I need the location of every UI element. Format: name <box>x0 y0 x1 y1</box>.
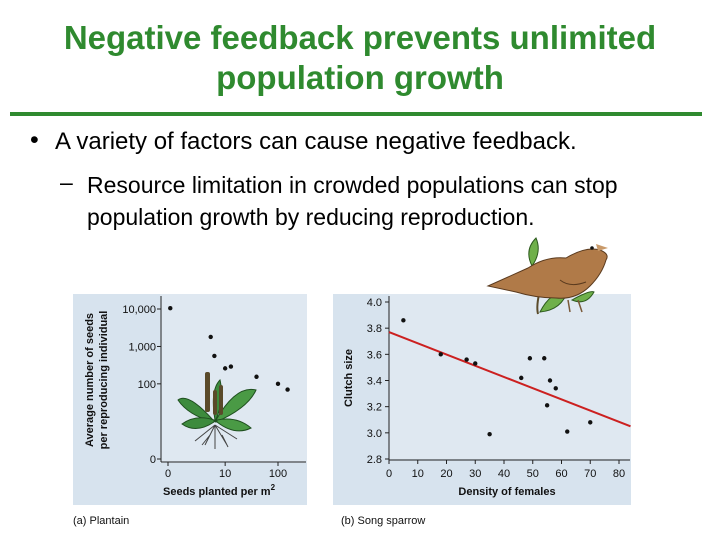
sparrow-ytick-label: 3.8 <box>367 323 382 335</box>
sub-bullet-text: Resource limitation in crowded populatio… <box>87 172 618 230</box>
sparrow-xtick-label: 80 <box>613 468 625 480</box>
bullet-text: A variety of factors can cause negative … <box>55 128 577 155</box>
sparrow-xtick-label: 40 <box>498 468 510 480</box>
sparrow-data-point <box>464 357 469 362</box>
plantain-data-point <box>228 364 234 369</box>
sparrow-data-point <box>544 403 550 408</box>
plantain-data-point <box>212 353 217 359</box>
sparrow-ytick-label: 3.6 <box>367 349 382 361</box>
plantain-ytick-label: 100 <box>138 379 156 391</box>
title-line-2: population growth <box>216 59 504 96</box>
plantain-data-point <box>168 306 173 311</box>
sparrow-xtick-label: 0 <box>386 468 392 480</box>
plantain-xlabel-sup: 2 <box>271 483 276 492</box>
sparrow-data-point <box>473 361 478 366</box>
sparrow-data-point <box>487 431 492 437</box>
plantain-ytick-label: 1,000 <box>128 341 156 353</box>
plantain-xtick-label: 100 <box>269 468 287 480</box>
sparrow-xtick-label: 60 <box>555 468 567 480</box>
plantain-plot-area <box>160 294 307 463</box>
sparrow-ytick-label: 2.8 <box>367 454 382 466</box>
plantain-xlabel-text: Seeds planted per m <box>163 486 271 498</box>
sparrow-data-point <box>401 318 406 323</box>
bullet-marker: • <box>30 126 39 154</box>
title-divider <box>10 112 702 116</box>
sparrow-xtick-label: 10 <box>412 468 424 480</box>
slide-title: Negative feedback prevents unlimited pop… <box>0 18 720 98</box>
sparrow-ytick-label: 4.0 <box>367 297 382 309</box>
sparrow-xtick-label: 30 <box>469 468 481 480</box>
sparrow-data-point <box>565 429 570 434</box>
plantain-data-point <box>285 387 290 392</box>
plantain-ytick-label: 0 <box>150 454 156 466</box>
plantain-ytick-label: 10,000 <box>122 304 156 316</box>
plantain-data-point <box>222 366 228 371</box>
plantain-xlabel: Seeds planted per m2 <box>163 483 276 498</box>
sparrow-caption: (b) Song sparrow <box>341 515 425 527</box>
plantain-xtick-label: 10 <box>219 468 231 480</box>
sparrow-xtick-label: 50 <box>527 468 539 480</box>
sparrow-data-point <box>542 356 547 361</box>
sparrow-data-point <box>527 356 533 361</box>
sparrow-ylabel: Clutch size <box>343 349 355 407</box>
plantain-data-point <box>254 374 259 379</box>
plantain-illustration <box>177 372 257 449</box>
sub-bullet-marker: – <box>60 169 73 195</box>
plantain-ylabel-line2: per reproducing individual <box>98 311 110 450</box>
sparrow-data-point <box>588 420 593 425</box>
plantain-ylabel-line1: Average number of seeds <box>84 313 96 447</box>
sparrow-xtick-label: 70 <box>584 468 596 480</box>
title-line-1: Negative feedback prevents unlimited <box>63 19 657 56</box>
sparrow-data-point <box>438 352 443 357</box>
sparrow-trend-line <box>388 331 631 428</box>
sparrow-xlabel: Density of females <box>458 486 555 498</box>
plantain-data-point <box>275 381 281 387</box>
sparrow-data-point <box>547 378 553 383</box>
plantain-caption: (a) Plantain <box>73 515 129 527</box>
sparrow-xtick-label: 20 <box>440 468 452 480</box>
sparrow-ytick-label: 3.4 <box>367 376 382 388</box>
sparrow-plot-area <box>389 294 631 459</box>
sparrow-ytick-label: 3.0 <box>367 428 382 440</box>
plantain-data-point <box>208 334 213 340</box>
sparrow-illustration <box>486 237 608 315</box>
plantain-xtick-label: 0 <box>165 468 171 480</box>
sparrow-data-point <box>519 375 524 381</box>
sparrow-data-point <box>553 386 558 391</box>
sparrow-ytick-label: 3.2 <box>367 402 382 414</box>
